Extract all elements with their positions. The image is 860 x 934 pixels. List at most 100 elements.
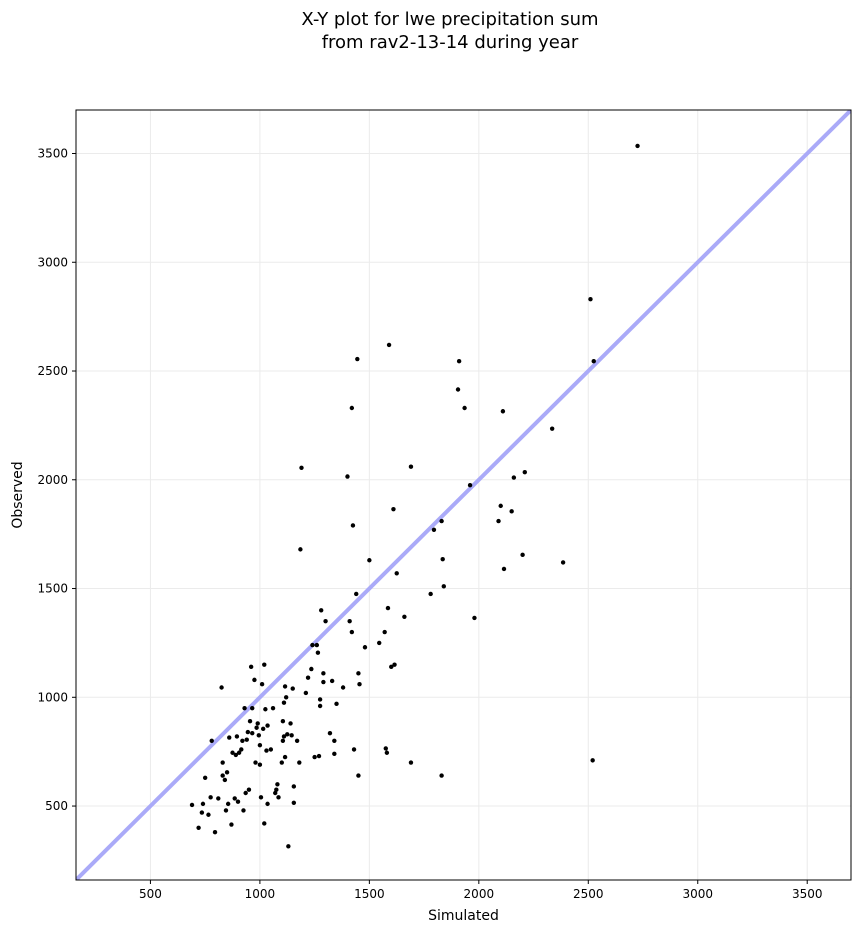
data-point: [498, 503, 503, 509]
data-point: [255, 721, 260, 726]
data-point: [305, 675, 311, 680]
data-point: [282, 754, 288, 760]
data-point: [200, 801, 206, 807]
chart-title-line-2: from rav2-13-14 during year: [321, 32, 579, 53]
data-point: [314, 642, 320, 648]
data-point: [312, 754, 317, 760]
data-point: [270, 705, 276, 711]
data-point: [245, 729, 251, 735]
data-point: [280, 719, 286, 724]
data-point: [440, 556, 445, 562]
data-point: [439, 518, 444, 524]
data-point: [240, 738, 245, 743]
y-axis-label: Observed: [10, 461, 26, 528]
data-point: [250, 730, 255, 736]
data-point: [206, 812, 211, 817]
data-point: [347, 618, 352, 624]
data-point: [500, 409, 506, 414]
data-point: [317, 697, 323, 702]
data-point: [349, 405, 355, 411]
data-point: [297, 760, 302, 765]
data-point: [318, 608, 324, 613]
data-point: [323, 618, 328, 624]
data-point: [588, 297, 593, 302]
x-tick-label: 3000: [682, 887, 713, 901]
data-point: [290, 686, 295, 691]
data-point: [262, 821, 267, 826]
data-point: [220, 773, 225, 778]
data-point: [356, 773, 361, 778]
data-point: [219, 685, 224, 690]
data-point: [522, 469, 527, 475]
data-point: [367, 558, 372, 563]
data-point: [230, 750, 235, 755]
data-point: [385, 605, 391, 611]
data-point: [362, 645, 368, 650]
data-point: [241, 808, 246, 813]
data-point: [227, 735, 232, 740]
data-point: [310, 642, 315, 648]
data-point: [334, 701, 339, 707]
data-point: [202, 775, 208, 780]
x-tick-label: 1500: [354, 887, 385, 901]
data-point: [327, 730, 333, 736]
data-point: [224, 770, 230, 775]
data-point: [428, 591, 433, 597]
data-point: [258, 795, 264, 800]
data-point: [441, 584, 446, 589]
data-point: [350, 523, 356, 528]
x-tick-label: 2000: [464, 887, 495, 901]
x-axis-label: Simulated: [428, 908, 499, 924]
data-point: [309, 666, 314, 672]
data-point: [232, 796, 237, 801]
data-point: [321, 679, 326, 685]
data-point: [236, 750, 242, 755]
data-point: [229, 822, 234, 827]
data-point: [248, 664, 254, 670]
data-point: [264, 748, 269, 753]
data-point: [252, 677, 257, 683]
data-point: [439, 773, 444, 778]
data-point: [392, 662, 397, 667]
data-point: [223, 808, 229, 813]
data-point: [560, 560, 566, 565]
data-point: [279, 760, 284, 765]
data-point: [472, 615, 477, 621]
data-point: [243, 790, 248, 796]
data-point: [235, 799, 241, 804]
data-point: [265, 723, 270, 728]
data-point: [250, 705, 255, 711]
data-point: [291, 784, 297, 789]
data-point: [408, 464, 414, 469]
data-point: [212, 829, 218, 835]
data-point: [520, 552, 525, 558]
data-point: [253, 760, 258, 765]
data-point: [549, 426, 555, 431]
data-point: [233, 752, 239, 758]
data-point: [220, 760, 225, 765]
data-point: [329, 678, 335, 684]
data-point: [377, 640, 382, 646]
data-point: [501, 566, 507, 572]
data-points: [189, 143, 640, 849]
y-tick-label: 3000: [37, 255, 68, 269]
data-point: [260, 726, 266, 732]
y-axis-ticks: 500 1000 1500 2000 2500 3000 3500: [37, 147, 76, 813]
data-point: [408, 760, 414, 765]
plot-frame: [75, 109, 852, 881]
data-point: [340, 685, 346, 690]
data-point: [274, 787, 279, 792]
data-point: [256, 733, 262, 738]
y-tick-label: 1000: [37, 690, 68, 704]
data-point: [332, 738, 337, 743]
data-point: [275, 782, 280, 787]
data-point: [257, 762, 263, 767]
data-point: [351, 747, 357, 752]
data-point: [431, 527, 437, 533]
data-point: [357, 682, 362, 687]
x-tick-label: 500: [139, 887, 162, 901]
data-point: [356, 671, 361, 676]
data-point: [402, 614, 407, 620]
y-tick-label: 2500: [37, 364, 68, 378]
chart-title: X-Y plot for lwe precipitation sum from …: [0, 8, 860, 54]
